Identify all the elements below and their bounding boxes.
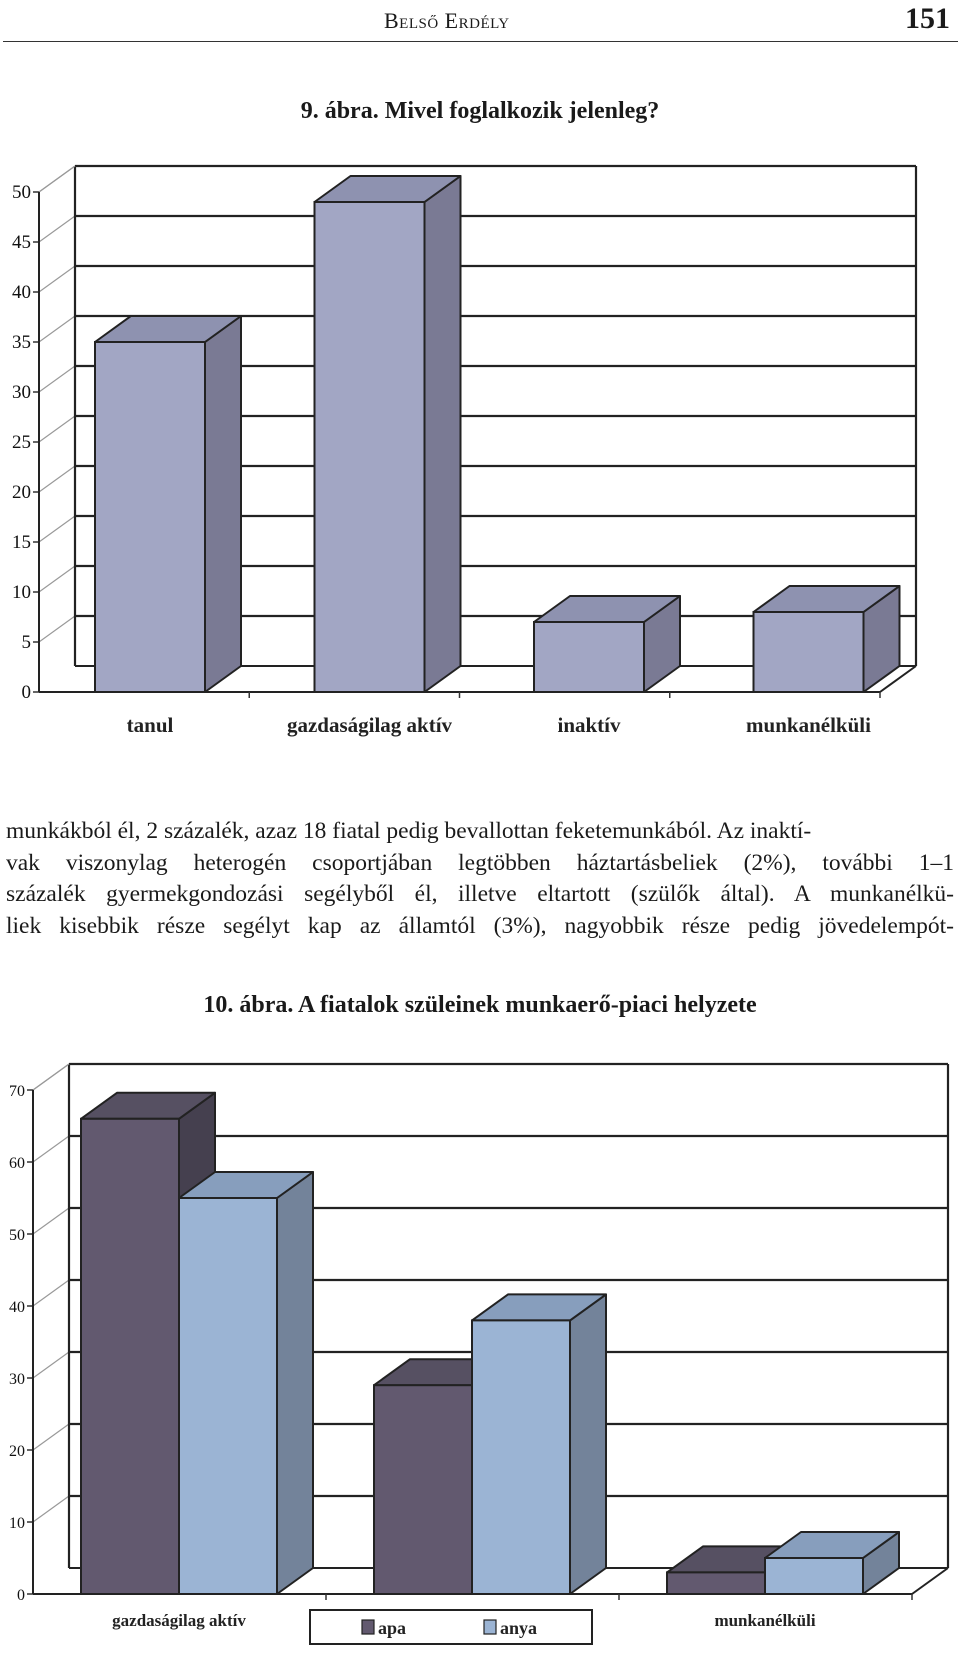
header-rule: [3, 41, 958, 42]
gridline-side: [38, 315, 76, 343]
legend-label-apa: apa: [378, 1618, 406, 1638]
x-tick-label: gazdaságilag aktív: [287, 713, 453, 737]
running-head: Belső Erdély 151: [0, 0, 960, 44]
bar-anya-side: [569, 1293, 607, 1595]
legend-swatch-anya: [483, 1619, 497, 1635]
gridline-side: [38, 465, 76, 493]
y-tick-label: 5: [22, 632, 32, 653]
body-text-line: liek kisebbik része segélyt kap az állam…: [6, 912, 954, 939]
bar-anya: [178, 1197, 278, 1595]
x-tick-label: tanul: [127, 713, 174, 737]
y-tick-label: 10: [9, 1515, 25, 1532]
y-tick-label: 0: [17, 1587, 25, 1604]
side-wall-top-edge: [38, 165, 76, 193]
y-tick-label: 50: [9, 1227, 25, 1244]
running-title: Belső Erdély: [384, 8, 510, 33]
y-tick-label: 20: [12, 482, 31, 503]
y-tick-label: 40: [9, 1299, 25, 1316]
gridline-side: [38, 565, 76, 593]
y-tick-label: 30: [12, 382, 31, 403]
page-number: 151: [905, 2, 950, 35]
bar-anya: [471, 1319, 571, 1595]
gridline-side: [32, 1207, 70, 1235]
bar-anya: [764, 1557, 864, 1595]
chart-floor: [39, 666, 916, 692]
y-tick-label: 0: [22, 682, 32, 703]
gridline-side: [32, 1495, 70, 1523]
bar-apa: [373, 1384, 473, 1596]
side-wall-top-edge: [32, 1063, 70, 1091]
gridline-side: [38, 265, 76, 293]
gridline-side: [32, 1279, 70, 1307]
bar: [94, 341, 206, 693]
body-text-line: munkákból él, 2 százalék, azaz 18 fiatal…: [6, 818, 812, 844]
body-text-line: százalék gyermekgondozási segélyből él, …: [6, 881, 954, 907]
y-tick-label: 50: [12, 182, 31, 203]
y-tick-label: 35: [12, 332, 31, 353]
x-tick-label: munkanélküli: [714, 1611, 815, 1630]
gridline-side: [38, 515, 76, 543]
x-tick-label: gazdaságilag aktív: [112, 1611, 246, 1630]
y-tick-label: 40: [12, 282, 31, 303]
figure-9-title: 9. ábra. Mivel foglalkozik jelenleg?: [300, 98, 660, 124]
y-tick-label: 10: [12, 582, 31, 603]
x-tick-label: inaktív: [557, 713, 621, 737]
y-tick-label: 25: [12, 432, 31, 453]
y-tick-label: 15: [12, 532, 31, 553]
bar-apa: [666, 1571, 766, 1596]
bar: [533, 621, 645, 693]
gridline-side: [38, 415, 76, 443]
legend-box: [309, 1609, 593, 1645]
figure-10-title: 10. ábra. A fiatalok szüleinek munkaerő-…: [203, 992, 757, 1018]
gridline-side: [38, 215, 76, 243]
gridline-side: [38, 615, 76, 643]
floor-right-edge: [879, 665, 917, 693]
bar-apa: [80, 1117, 180, 1596]
gridline-side: [32, 1135, 70, 1163]
y-tick-label: 45: [12, 232, 31, 253]
bar-side: [204, 315, 242, 693]
bar: [313, 201, 426, 693]
chart-side-wall: [33, 1064, 69, 1594]
bar: [752, 611, 865, 693]
bar-anya-side: [276, 1171, 314, 1595]
body-text: munkákból él, 2 százalék, azaz 18 fiatal…: [6, 816, 954, 942]
y-tick-label: 20: [9, 1443, 25, 1460]
floor-right-edge: [911, 1567, 949, 1595]
chart-figure-9: 0 5 10 15 20 25 30 35 40 45 50 tanul gazdaságilag ak…: [12, 164, 918, 737]
y-tick-label: 30: [9, 1371, 25, 1388]
y-tick-label: 60: [9, 1155, 25, 1172]
y-tick-label: 70: [9, 1083, 25, 1100]
gridline-side: [32, 1351, 70, 1379]
gridline-side: [32, 1423, 70, 1451]
legend-swatch-apa: [361, 1619, 375, 1635]
legend-label-anya: anya: [500, 1618, 537, 1638]
bar-side: [423, 175, 462, 693]
x-tick-label: munkanélküli: [746, 713, 871, 737]
gridline-side: [38, 365, 76, 393]
body-text-line: vak viszonylag heterogén csoportjában le…: [6, 849, 954, 876]
